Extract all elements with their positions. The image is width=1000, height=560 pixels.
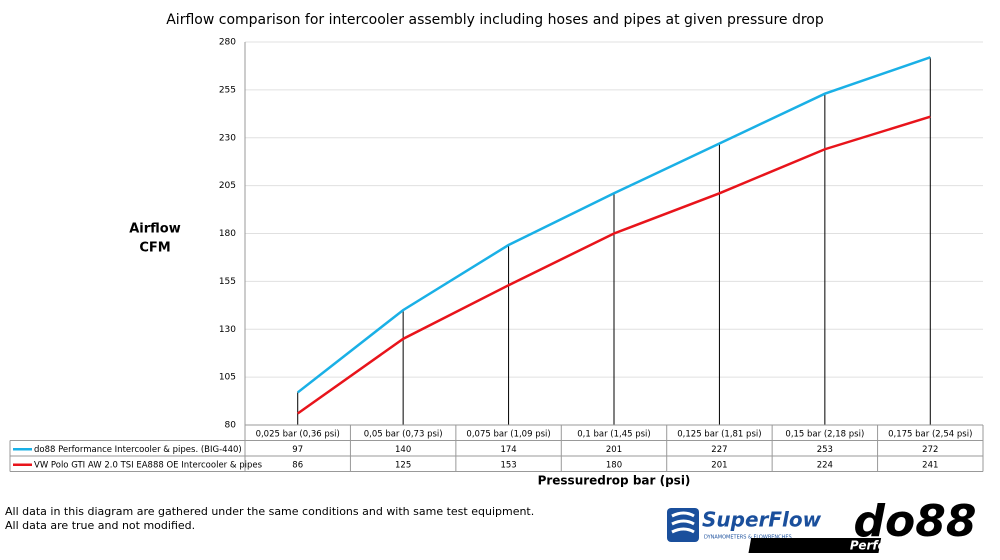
line-series xyxy=(296,115,931,415)
do88-logo: do88 Performance xyxy=(748,496,976,553)
table-value: 86 xyxy=(292,460,303,470)
y-tick-label: 155 xyxy=(219,277,236,287)
x-tick-label: 0,05 bar (0,73 psi) xyxy=(364,429,443,439)
superflow-logo: SuperFlow DYNAMOMETERS & FLOWBENCHES xyxy=(667,508,822,542)
y-tick-label: 230 xyxy=(219,133,236,143)
logo-text: SuperFlow xyxy=(702,508,822,532)
x-tick-label: 0,125 bar (1,81 psi) xyxy=(677,429,761,439)
x-tick-label: 0,075 bar (1,09 psi) xyxy=(466,429,550,439)
line-series xyxy=(296,56,931,394)
table-value: 253 xyxy=(817,445,833,455)
y-tick-label: 280 xyxy=(219,38,236,48)
legend-label: VW Polo GTI AW 2.0 TSI EA888 OE Intercoo… xyxy=(34,460,263,470)
table-value: 153 xyxy=(500,460,516,470)
logo-subtext: Performance xyxy=(850,539,936,553)
chart-title: Airflow comparison for intercooler assem… xyxy=(166,12,824,28)
x-tick-label: 0,1 bar (1,45 psi) xyxy=(577,429,650,439)
y-tick-label: 130 xyxy=(219,325,236,335)
logo-subtext: DYNAMOMETERS & FLOWBENCHES xyxy=(704,535,792,541)
x-tick-label: 0,025 bar (0,36 psi) xyxy=(256,429,340,439)
x-axis-label: Pressuredrop bar (psi) xyxy=(538,474,691,488)
logo-icon-waves xyxy=(671,511,695,534)
footnote: All data in this diagram are gathered un… xyxy=(5,505,534,518)
table-value: 272 xyxy=(922,445,938,455)
table-value: 227 xyxy=(711,445,727,455)
x-tick-label: 0,175 bar (2,54 psi) xyxy=(888,429,972,439)
table-value: 241 xyxy=(922,460,938,470)
table-value: 201 xyxy=(711,460,727,470)
table-value: 125 xyxy=(395,460,411,470)
legend-label: do88 Performance Intercooler & pipes. (B… xyxy=(34,445,242,455)
table-value: 201 xyxy=(606,445,622,455)
y-axis-label: CFM xyxy=(139,241,170,256)
y-axis-label: Airflow xyxy=(129,222,181,237)
logo-bar xyxy=(748,538,882,553)
table-value: 97 xyxy=(292,445,303,455)
x-tick-label: 0,15 bar (2,18 psi) xyxy=(785,429,864,439)
y-tick-label: 255 xyxy=(219,85,236,95)
table-value: 180 xyxy=(606,460,622,470)
footnote: All data are true and not modified. xyxy=(5,519,195,532)
table-value: 174 xyxy=(500,445,516,455)
y-tick-label: 180 xyxy=(219,229,236,239)
y-tick-label: 205 xyxy=(219,181,236,191)
table-value: 224 xyxy=(817,460,833,470)
y-tick-label: 80 xyxy=(225,421,237,431)
table-value: 140 xyxy=(395,445,411,455)
y-tick-label: 105 xyxy=(219,373,236,383)
logo-icon xyxy=(667,508,699,542)
